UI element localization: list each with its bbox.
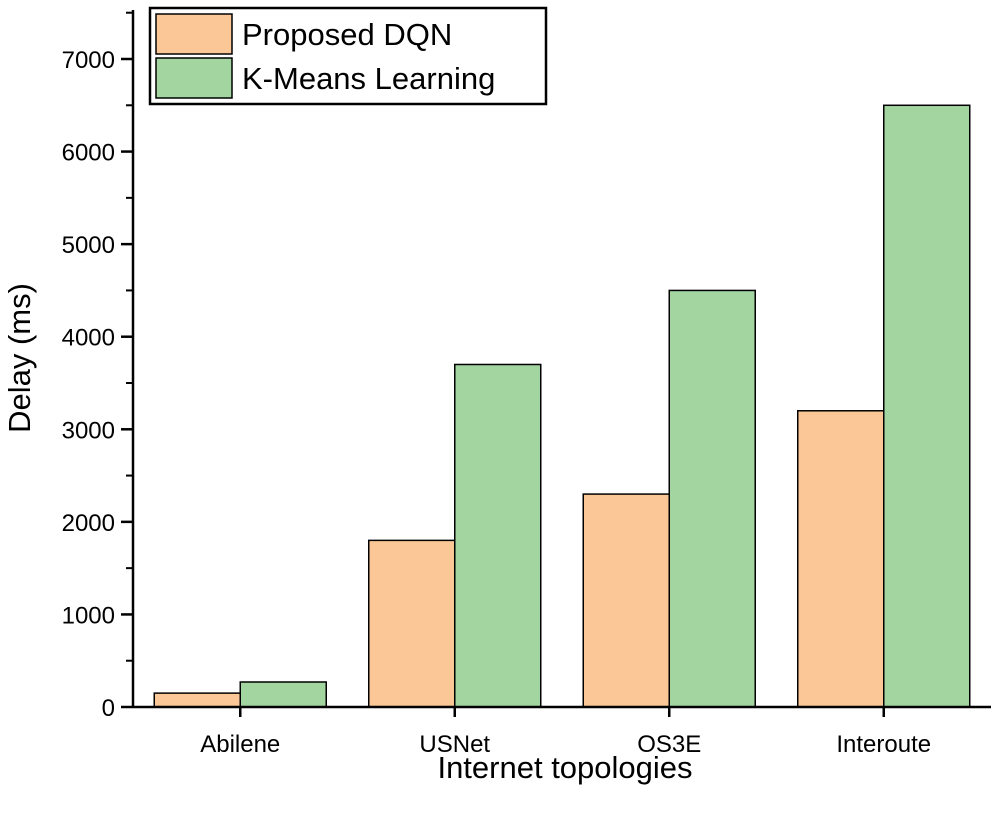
legend-swatch bbox=[155, 13, 233, 55]
x-tick-label: OS3E bbox=[637, 731, 701, 758]
y-tick-label: 1000 bbox=[62, 602, 115, 629]
bar-k-means-learning bbox=[454, 363, 542, 708]
y-tick-label: 2000 bbox=[62, 510, 115, 537]
y-ticks: 0 1000 2000 3000 4000 5000 6000 7000 bbox=[62, 11, 133, 722]
legend-swatch bbox=[155, 57, 233, 99]
x-tick-label: USNet bbox=[419, 731, 490, 758]
x-axis-title: Internet topologies bbox=[437, 750, 692, 785]
bar-k-means-learning bbox=[239, 681, 327, 708]
x-tick-label: Interoute bbox=[836, 731, 931, 758]
y-axis-title: Delay (ms) bbox=[2, 283, 37, 433]
bar-marks bbox=[153, 104, 971, 708]
y-tick-label: 6000 bbox=[62, 140, 115, 167]
legend-label: K-Means Learning bbox=[242, 61, 495, 96]
legend: Proposed DQN K-Means Learning bbox=[148, 6, 548, 106]
y-tick-label: 7000 bbox=[62, 47, 115, 74]
bar-proposed-dqn bbox=[582, 493, 670, 708]
axes bbox=[131, 10, 991, 709]
x-tick-label: Abilene bbox=[200, 731, 280, 758]
y-tick-label: 3000 bbox=[62, 417, 115, 444]
bar-proposed-dqn bbox=[797, 410, 885, 708]
y-tick-label: 4000 bbox=[62, 325, 115, 352]
bar-proposed-dqn bbox=[153, 692, 241, 708]
bar-proposed-dqn bbox=[368, 539, 456, 708]
y-tick-label: 0 bbox=[102, 695, 115, 722]
x-ticks: Abilene USNet OS3E Interoute bbox=[200, 707, 931, 758]
bar-k-means-learning bbox=[668, 289, 756, 708]
legend-label: Proposed DQN bbox=[242, 17, 452, 52]
y-tick-label: 5000 bbox=[62, 232, 115, 259]
bar-k-means-learning bbox=[883, 104, 971, 708]
